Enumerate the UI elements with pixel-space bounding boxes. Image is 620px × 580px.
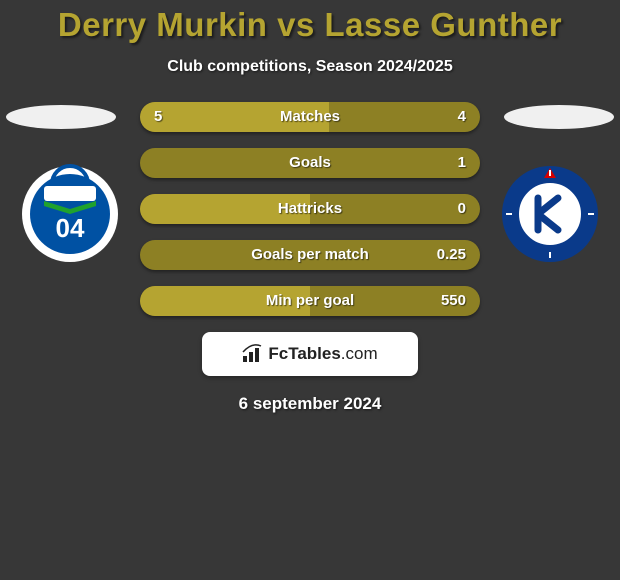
stat-row: Matches5 4 (140, 102, 480, 132)
brand-text-strong: FcTables (268, 344, 340, 363)
date-text: 6 september 2024 (0, 394, 620, 414)
stat-label: Hattricks (140, 194, 480, 224)
stat-label: Matches (140, 102, 480, 132)
brand-text-light: .com (341, 344, 378, 363)
brand-pill: FcTables.com (202, 332, 418, 376)
stat-label: Min per goal (140, 286, 480, 316)
stat-row: Goals per match0.25 (140, 240, 480, 270)
svg-text:04: 04 (56, 213, 85, 243)
stat-row: Goals1 (140, 148, 480, 178)
club-logo-right: KSC KARLSRUHER (500, 164, 600, 264)
stat-value-right: 0.25 (437, 240, 466, 270)
stat-label: Goals per match (140, 240, 480, 270)
stat-value-left: 5 (154, 102, 162, 132)
stat-value-right: 550 (441, 286, 466, 316)
stat-value-right: 0 (458, 194, 466, 224)
bar-chart-icon (242, 344, 264, 364)
stat-value-right: 1 (458, 148, 466, 178)
page-title: Derry Murkin vs Lasse Gunther (0, 0, 620, 44)
stat-bars: Matches5 4 Goals1 Hattricks0 Goals per match… (140, 102, 480, 316)
stat-row: Min per goal550 (140, 286, 480, 316)
subtitle: Club competitions, Season 2024/2025 (0, 58, 620, 76)
stat-row: Hattricks0 (140, 194, 480, 224)
stat-label: Goals (140, 148, 480, 178)
brand-text: FcTables.com (268, 344, 377, 364)
comparison-stage: 04 KSC KARLSRUHER Matches54Goals1Hatt (0, 102, 620, 316)
stat-value-right: 4 (458, 102, 466, 132)
player-left-oval (6, 105, 116, 129)
player-right-oval (504, 105, 614, 129)
club-logo-left: 04 (20, 164, 120, 264)
